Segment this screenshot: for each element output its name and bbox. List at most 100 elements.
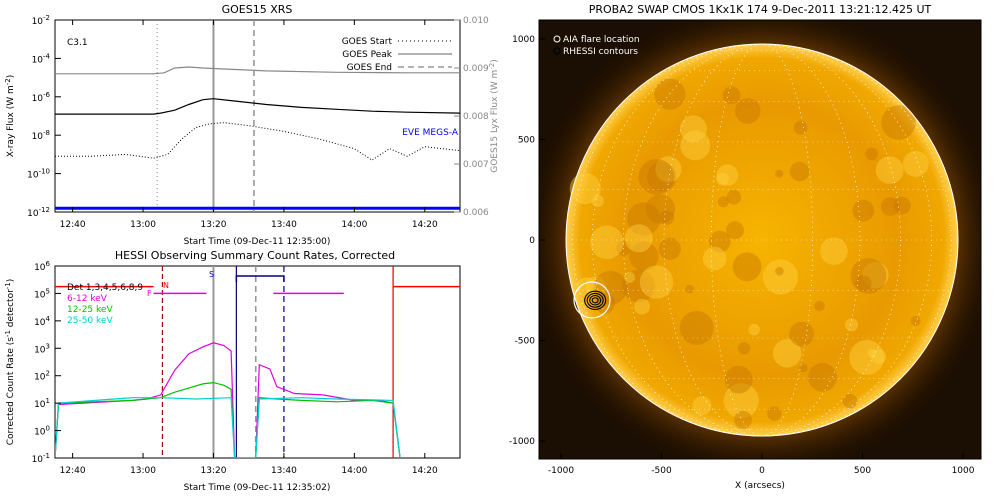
hessi-ytick-label: 101 — [34, 397, 50, 410]
hessi-series-1 — [55, 342, 401, 458]
swap-axes: -1000 -500 0 500 1000 1000 500 0 -500 -1000 — [509, 35, 975, 476]
sun-texture-blob — [842, 393, 858, 409]
goes-legend: GOES Start GOES Peak GOES End — [342, 37, 452, 73]
sun-texture-blob — [814, 300, 825, 312]
sun-texture-blob — [638, 159, 675, 195]
swap-legend-aia: AIA flare location — [563, 35, 640, 45]
sun-texture-blob — [910, 315, 921, 326]
hessi-ytick-label: 102 — [34, 370, 50, 383]
swap-ytick-label: 1000 — [512, 35, 535, 45]
sun-texture-blob — [808, 362, 837, 392]
hessi-ytick-label: 105 — [34, 287, 50, 300]
sun-texture-blob — [716, 164, 739, 186]
goes-legend-peak: GOES Peak — [342, 50, 392, 60]
sun-texture-blob — [850, 258, 887, 294]
sun-longitude-line — [663, 43, 861, 437]
sun-texture-blob — [734, 410, 752, 429]
sun-texture-blob — [867, 348, 877, 358]
goes-ytick-label: 10-6 — [32, 91, 51, 104]
swap-legend: AIA flare location RHESSI contours — [553, 35, 640, 57]
goes-y2tick-label: 0.006 — [463, 208, 489, 218]
goes-marks — [55, 20, 460, 212]
goes-xtick-label: 13:20 — [201, 220, 227, 230]
hessi-xtick-label: 14:20 — [412, 466, 438, 476]
sun-texture-blob — [709, 230, 731, 253]
hessi-title: HESSI Observing Summary Count Rates, Cor… — [115, 249, 395, 262]
goes-series-1 — [55, 98, 460, 115]
hessi-marker-n: N — [163, 281, 169, 290]
sun-texture-blob — [748, 323, 760, 336]
goes-eve-label: EVE MEGS-A — [402, 128, 459, 138]
goes-panel: GOES15 XRS 12:40 13:00 13:20 13:40 14:00 14:2… — [4, 3, 500, 247]
hessi-saa-bar — [235, 275, 285, 282]
goes-axes: 12:40 13:00 13:20 13:40 14:00 14:20 10-2 10-4 10… — [27, 14, 489, 230]
hessi-ytick-label: 10-1 — [32, 452, 50, 465]
sun-texture-blob — [723, 383, 759, 419]
sun-texture-blob — [659, 210, 675, 225]
hessi-xtick-label: 13:20 — [201, 466, 227, 476]
hessi-legend-25-50: 25-50 keV — [67, 316, 113, 326]
sun-texture-blob — [902, 150, 929, 177]
goes-ytick-label: 10-4 — [32, 52, 51, 65]
sun-texture-blob — [679, 115, 707, 143]
sun-texture-blob — [881, 197, 900, 217]
swap-xtick-label: -500 — [651, 466, 672, 476]
sun-texture-blob — [870, 348, 887, 365]
sun-texture-blob — [852, 199, 875, 222]
sun-texture-blob — [702, 246, 727, 271]
sun-texture-blob — [775, 169, 784, 178]
hessi-xtick-label: 14:00 — [341, 466, 367, 476]
goes-xlabel: Start Time (09-Dec-11 12:35:00) — [184, 237, 331, 247]
sun-texture-blob — [855, 275, 872, 292]
sun-texture-blob — [893, 196, 911, 215]
hessi-marker-f: F — [147, 289, 152, 298]
goes-flare-class: C3.1 — [67, 38, 88, 48]
hessi-xlabel: Start Time (09-Dec-11 12:35:02) — [184, 483, 331, 493]
goes-ytick-label: 10-2 — [32, 14, 50, 27]
sun-texture-blob — [737, 342, 751, 355]
swap-ytick-label: 500 — [518, 135, 535, 145]
hessi-marks — [55, 266, 460, 458]
hessi-legend-det: Det 1,3,4,5,6,8,9 — [67, 283, 143, 293]
sun-texture-blob — [862, 261, 889, 289]
goes-xtick-label: 12:40 — [60, 220, 86, 230]
sun-texture-blob — [732, 252, 762, 282]
hessi-legend-12-25: 12-25 keV — [67, 305, 113, 315]
sun-texture-blob — [789, 321, 815, 347]
goes-y2tick-label: 0.007 — [463, 160, 489, 170]
sun-texture-blob — [820, 237, 848, 265]
sun-texture-blob — [726, 221, 744, 240]
swap-xlabel: X (arcsecs) — [735, 481, 785, 491]
hessi-xtick-label: 12:40 — [60, 466, 86, 476]
sun-texture-blob — [624, 271, 636, 283]
sun-texture-blob — [799, 363, 808, 373]
hessi-ylabel: Corrected Count Rate (s-1 detector-1) — [4, 279, 16, 446]
rhessi-contour-level — [586, 292, 604, 308]
hessi-ytick-label: 100 — [34, 425, 50, 438]
sun-texture-blob — [767, 406, 782, 421]
goes-ytick-label: 10-10 — [27, 168, 50, 181]
hessi-ytick-label: 104 — [34, 315, 50, 328]
rhessi-contour-level — [584, 290, 607, 310]
sun-texture-blob — [875, 156, 904, 185]
sun-texture-blob — [646, 161, 677, 192]
sun-longitude-line — [572, 43, 952, 437]
goes-ytick-label: 10-12 — [27, 206, 50, 219]
swap-panel: PROBA2 SWAP CMOS 1Kx1K 174 9-Dec-2011 13… — [509, 3, 982, 491]
swap-legend-rhessi: RHESSI contours — [563, 47, 638, 57]
sun-texture-blob — [569, 173, 601, 205]
goes-title: GOES15 XRS — [222, 3, 293, 16]
sun-texture-blob — [775, 266, 784, 276]
goes-y2label: GOES15 Lyx Flux (W m-2) — [488, 59, 500, 173]
sun-texture-blob — [627, 202, 661, 236]
sun-texture-blob — [639, 265, 674, 299]
swap-title: PROBA2 SWAP CMOS 1Kx1K 174 9-Dec-2011 13… — [589, 3, 932, 16]
sun-texture-blob — [658, 237, 681, 260]
hessi-legend-6-12: 6-12 keV — [67, 294, 108, 304]
sun-texture-blob — [734, 98, 761, 124]
hessi-xtick-label: 13:00 — [130, 466, 156, 476]
hessi-marker-s: S — [209, 270, 214, 279]
hessi-plot-frame — [54, 265, 461, 459]
goes-xtick-label: 14:00 — [341, 220, 367, 230]
